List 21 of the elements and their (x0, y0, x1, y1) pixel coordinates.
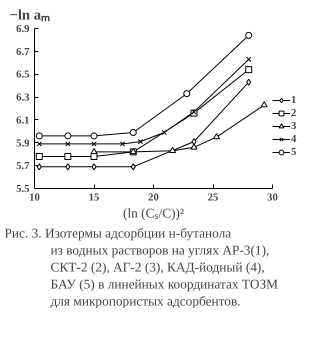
y-tick-label: 6.3 (16, 92, 30, 104)
legend-label: 2 (291, 107, 298, 119)
legend-label: 3 (291, 120, 298, 132)
y-tick-label: 6.5 (16, 70, 30, 81)
x-axis-title: (ln (Cₛ/C))² (123, 206, 184, 220)
x-tick-label: 30 (267, 192, 278, 204)
x-tick-label: 20 (148, 192, 159, 204)
x-tick-label: 10 (29, 192, 40, 204)
text: Рис. 3. Изотермы адсорбции н-бутанола из водных растворов на углях АР-3(1), СКТ-2 (2), АГ-2 (3), КАД-йодный (4), БАУ (5) в линейных координатах ТОЗМ для микропористых адсорбентов. (4, 226, 278, 308)
y-axis-title: −ln aₘ (10, 8, 50, 24)
y-tick-label: 5.9 (16, 138, 30, 150)
y-tick-label: 5.7 (16, 161, 30, 172)
y-tick-label: 6.7 (16, 46, 30, 58)
legend-label: 5 (291, 146, 298, 158)
x-tick-label: 25 (208, 192, 218, 204)
legend-label: 4 (291, 133, 298, 145)
legend-label: 1 (291, 94, 298, 106)
y-tick-label: 6.1 (16, 115, 30, 126)
y-tick-label: 6.9 (16, 24, 30, 35)
x-tick-label: 15 (88, 192, 100, 204)
y-tick-label: 5.5 (16, 184, 30, 195)
